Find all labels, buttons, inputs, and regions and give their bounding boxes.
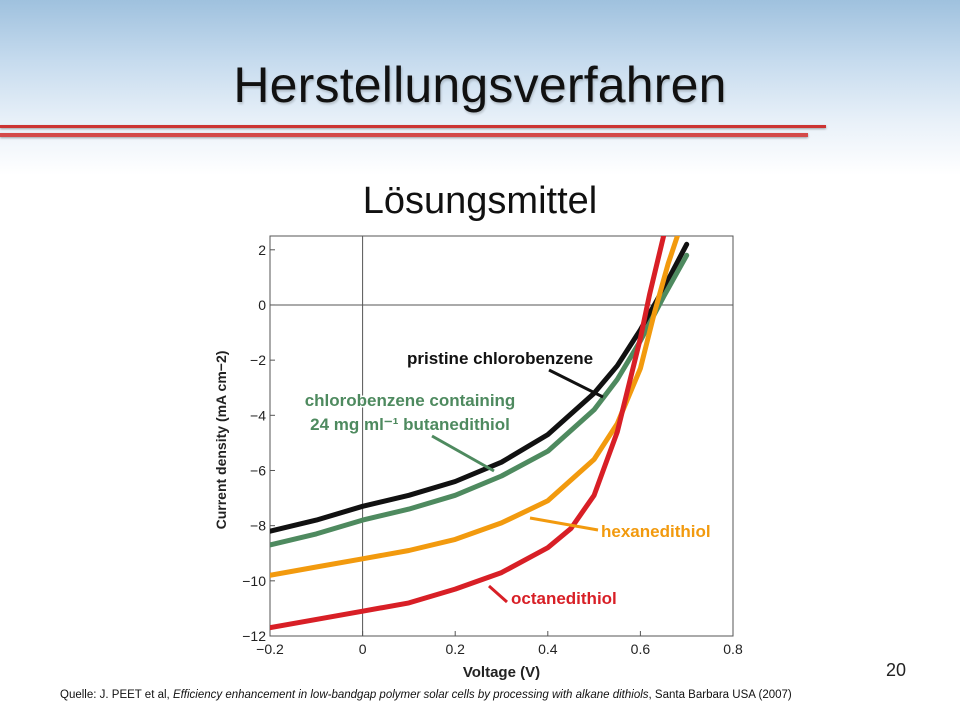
- series-line-4: [270, 236, 667, 631]
- source-prefix: Quelle: J. PEET et al,: [60, 689, 173, 701]
- title-background: [0, 0, 960, 175]
- octanedithiol-label: octanedithiol: [511, 589, 617, 608]
- x-tick-label: 0.4: [538, 641, 558, 657]
- slide-subtitle: Lösungsmittel: [362, 180, 598, 222]
- y-tick-label: −8: [250, 518, 266, 534]
- hexanedithiol-leader-line: [529, 516, 599, 532]
- x-tick-label: 0: [359, 641, 367, 657]
- y-tick-label: −4: [250, 407, 266, 423]
- y-tick-label: −12: [242, 628, 266, 644]
- series-line-3: [270, 236, 680, 578]
- x-tick-label: −0.2: [256, 641, 284, 657]
- x-axis-label: Voltage (V): [463, 664, 540, 681]
- title-underline: [0, 125, 826, 128]
- x-tick-label: 0.2: [445, 641, 465, 657]
- source-suffix: , Santa Barbara USA (2007): [648, 689, 792, 701]
- y-tick-label: −2: [250, 352, 266, 368]
- source-title: Efficiency enhancement in low-bandgap po…: [172, 689, 649, 701]
- slide-number: 20: [885, 660, 906, 680]
- y-axis-label: Current density (mA cm−2): [213, 351, 229, 530]
- octanedithiol-leader-line: [488, 584, 508, 604]
- y-tick-label: 0: [258, 297, 266, 313]
- title-underline-secondary: [0, 133, 808, 137]
- y-tick-label: −10: [242, 573, 266, 589]
- pristine-leader-line: [548, 368, 604, 399]
- x-tick-label: 0.8: [723, 641, 743, 657]
- y-tick-label: −6: [250, 462, 266, 478]
- x-tick-label: 0.6: [631, 641, 651, 657]
- hexanedithiol-label: hexanedithiol: [601, 522, 711, 541]
- butanedithiol-label-line2: 24 mg ml⁻¹ butanedithiol: [310, 415, 510, 434]
- pristine-label: pristine chlorobenzene: [407, 349, 593, 368]
- butanedithiol-label-line1: chlorobenzene containing: [305, 391, 516, 410]
- slide-title: Herstellungsverfahren: [233, 57, 727, 113]
- series-line-2: [270, 252, 690, 548]
- butanedithiol-leader-line: [431, 434, 495, 473]
- source-citation: Quelle: J. PEET et al, Efficiency enhanc…: [60, 689, 920, 701]
- y-tick-label: 2: [258, 242, 266, 258]
